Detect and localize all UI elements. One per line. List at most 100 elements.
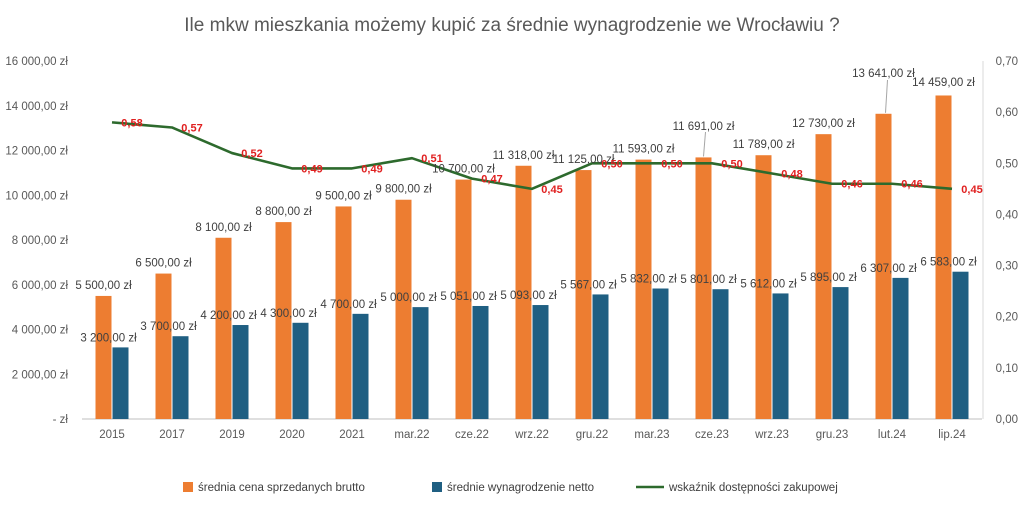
bar-salary [652,288,669,419]
bar-label-price: 11 125,00 zł [553,154,615,166]
y-left-tick-label: 8 000,00 zł [12,235,69,247]
bars [95,95,969,420]
bar-label-price: 11 789,00 zł [733,139,795,151]
bar-label-price: 9 500,00 zł [315,190,372,202]
y-left-tick-label: 16 000,00 zł [5,56,68,68]
line-label: 0,46 [841,179,862,191]
y-right-tick-label: 0,10 [996,363,1018,375]
bar-salary [412,307,429,419]
bar-label-price: 11 593,00 zł [613,144,675,156]
axes: - zł 2 000,00 zł 4 000,00 zł 6 000,00 zł 8 0… [5,56,1018,441]
line-affordability [111,121,953,191]
bar-salary [712,289,729,419]
y-left-tick-label: 14 000,00 zł [5,101,68,113]
bar-salary [232,325,249,419]
bar-price [515,165,532,419]
x-tick-label: mar.22 [394,429,429,441]
chart-title: Ile mkw mieszkania możemy kupić za średn… [184,15,839,36]
x-tick-label: wrz.22 [514,429,549,441]
line-label: 0,49 [301,163,322,175]
x-tick-label: lut.24 [878,429,907,441]
line-label: 0,57 [181,122,202,134]
leader-line [703,131,706,157]
bar-label-price: 8 800,00 zł [255,206,312,218]
bar-price [215,237,232,419]
y-left-tick-label: 4 000,00 zł [12,325,69,337]
bar-salary [592,294,609,419]
y-left-tick-label: 12 000,00 zł [5,146,68,158]
bar-label-price: 11 318,00 zł [493,150,555,162]
y-right-tick-label: 0,70 [996,56,1018,68]
bar-label-price: 10 700,00 zł [432,164,495,176]
y-left-tick-label: 6 000,00 zł [12,280,69,292]
bar-salary [352,313,369,419]
x-tick-label: cze.22 [455,429,489,441]
bar-salary [292,322,309,419]
line-label: 0,47 [481,174,502,186]
bar-label-salary: 6 583,00 zł [920,257,977,269]
bar-label-price: 11 691,00 zł [673,121,735,133]
bar-label-salary: 5 567,00 zł [560,279,617,291]
bar-salary [832,287,849,419]
bar-label-price: 8 100,00 zł [195,222,252,234]
x-tick-label: 2015 [99,429,125,441]
bar-price [335,206,352,419]
line-label: 0,50 [661,158,682,170]
line-label: 0,45 [961,184,982,196]
bar-label-price: 12 730,00 zł [792,118,855,130]
bar-label-salary: 5 832,00 zł [620,274,677,286]
bar-label-salary: 4 700,00 zł [320,299,377,311]
x-tick-label: lip.24 [938,429,966,441]
bar-price [275,222,292,419]
bar-price [95,295,112,419]
line-label: 0,50 [721,158,742,170]
y-left-tick-label: 10 000,00 zł [5,190,68,202]
bar-label-salary: 5 051,00 zł [440,291,497,303]
line-label: 0,50 [601,158,622,170]
leader-line [885,79,888,113]
y-right-tick-label: 0,00 [996,414,1018,426]
x-tick-label: wrz.23 [754,429,789,441]
bar-label-price: 5 500,00 zł [75,280,132,292]
x-tick-label: mar.23 [634,429,669,441]
bar-label-salary: 6 307,00 zł [860,263,917,275]
bar-price [695,157,712,419]
bar-label-salary: 5 000,00 zł [380,292,437,304]
bar-salary [472,305,489,419]
legend-swatch [432,482,442,492]
bar-price [395,199,412,419]
data-labels: 5 500,00 zł 3 200,00 zł 6 500,00 zł 3 700,0… [75,68,982,344]
bar-label-salary: 5 895,00 zł [800,272,857,284]
bar-label-salary: 5 612,00 zł [740,278,797,290]
x-tick-label: 2020 [279,429,305,441]
x-tick-label: gru.23 [816,429,849,441]
bar-salary [772,293,789,419]
bar-label-salary: 3 200,00 zł [80,332,137,344]
bar-label-salary: 4 200,00 zł [200,310,257,322]
bar-salary [532,305,549,419]
bar-label-salary: 4 300,00 zł [260,308,317,320]
bar-salary [112,347,129,419]
y-right-tick-label: 0,20 [996,312,1018,324]
y-right-tick-label: 0,60 [996,107,1018,119]
legend-label: średnie wynagrodzenie netto [447,482,594,494]
bar-salary [172,336,189,419]
bar-label-price: 14 459,00 zł [912,77,975,89]
bar-label-price: 9 800,00 zł [375,184,432,196]
bar-price [755,155,772,419]
x-tick-label: 2017 [159,429,185,441]
bar-label-salary: 5 801,00 zł [680,274,737,286]
legend-swatch [183,482,193,492]
line-label: 0,51 [421,153,442,165]
legend-label: wskaźnik dostępności zakupowej [668,482,838,494]
line-label: 0,58 [121,117,142,129]
y-right-tick-label: 0,50 [996,158,1018,170]
line-label: 0,48 [781,169,802,181]
x-tick-label: 2019 [219,429,245,441]
x-tick-label: 2021 [339,429,365,441]
bar-salary [952,271,969,419]
bar-label-price: 13 641,00 zł [852,68,915,80]
bar-price [635,159,652,419]
x-tick-label: gru.22 [576,429,609,441]
bar-label-salary: 3 700,00 zł [140,321,197,333]
